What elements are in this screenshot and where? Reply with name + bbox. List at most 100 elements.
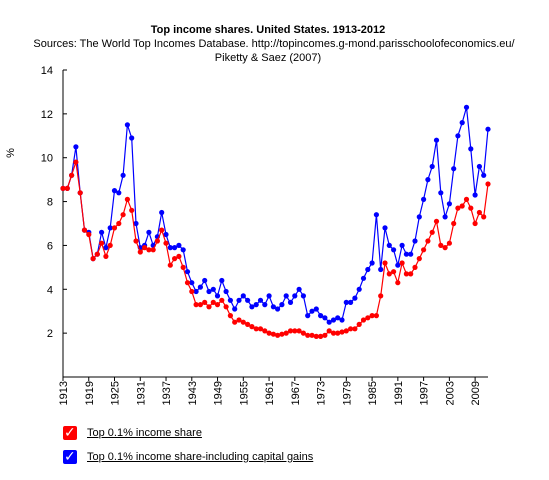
data-point (442, 214, 448, 220)
data-point (120, 212, 126, 218)
data-point (146, 247, 152, 253)
data-point (438, 242, 444, 248)
series-line-blue (63, 107, 489, 323)
data-point (240, 319, 246, 325)
data-point (300, 293, 306, 299)
data-point (124, 196, 130, 202)
data-point (429, 163, 435, 170)
data-point (343, 328, 349, 334)
data-point (270, 331, 276, 337)
data-point (382, 225, 388, 231)
data-point (416, 256, 422, 262)
data-point (322, 315, 328, 321)
data-point (408, 271, 414, 277)
x-tick-label: 1937 (161, 381, 173, 405)
data-point (214, 293, 221, 299)
legend-label[interactable]: Top 0.1% income share-including capital … (87, 451, 314, 463)
data-point (356, 286, 362, 292)
data-point (463, 196, 470, 202)
data-point (180, 264, 186, 270)
data-point (107, 242, 113, 248)
checkbox-icon[interactable]: ✓ (63, 424, 77, 440)
data-point (330, 330, 337, 336)
y-axis-ticks: 2 4 6 8 10 12 14 (41, 65, 67, 340)
x-tick-label: 1943 (187, 381, 199, 405)
data-point (73, 144, 79, 150)
data-point (287, 328, 294, 334)
data-point (197, 302, 203, 308)
data-point (202, 299, 208, 305)
data-point (283, 293, 289, 299)
data-point (202, 277, 208, 284)
data-point (395, 280, 401, 286)
data-point (103, 245, 109, 251)
data-point (133, 220, 139, 227)
data-point (378, 266, 384, 273)
data-point (146, 229, 152, 235)
legend-item-top-income-share[interactable]: ✓ Top 0.1% income share (63, 424, 313, 442)
data-point (266, 293, 272, 299)
data-point (451, 220, 457, 227)
data-point (326, 328, 332, 334)
data-point (313, 333, 319, 339)
x-tick-label: 2009 (470, 381, 482, 405)
data-point (343, 299, 349, 305)
data-point (391, 269, 397, 275)
legend-item-top-income-share-capital-gains[interactable]: ✓ Top 0.1% income share-including capita… (63, 448, 313, 466)
data-point (463, 104, 470, 110)
data-point (159, 227, 165, 233)
data-point (339, 317, 345, 323)
data-point (94, 251, 100, 257)
data-point (360, 275, 367, 281)
data-point (412, 264, 418, 270)
data-point (386, 271, 392, 277)
data-point (232, 319, 238, 325)
x-tick-label: 1919 (84, 381, 96, 405)
data-point (399, 260, 405, 266)
data-point (257, 326, 264, 332)
x-tick-label: 1979 (341, 381, 353, 405)
series-red (60, 159, 491, 339)
legend-label[interactable]: Top 0.1% income share (87, 427, 202, 439)
data-point (292, 328, 298, 334)
data-point (451, 166, 457, 172)
data-point (365, 266, 371, 273)
data-point (481, 214, 487, 220)
data-point (116, 190, 122, 196)
data-point (386, 242, 392, 248)
x-tick-label: 1961 (264, 381, 276, 405)
legend: ✓ Top 0.1% income share ✓ Top 0.1% incom… (63, 424, 313, 472)
y-tick-label: 4 (47, 284, 53, 296)
data-point (275, 306, 281, 312)
x-axis-ticks: 1913 1919 1925 1931 1937 1943 1949 1955 1961 1967… (58, 377, 482, 405)
data-point (60, 185, 66, 191)
data-point (318, 313, 324, 319)
data-point (77, 190, 83, 196)
data-point (214, 302, 221, 308)
data-point (360, 317, 367, 323)
y-tick-label: 6 (47, 240, 53, 252)
data-point (369, 260, 375, 266)
data-point (296, 328, 302, 334)
data-point (180, 247, 186, 253)
data-point (352, 326, 358, 332)
data-point (309, 308, 315, 314)
data-point (348, 299, 354, 305)
data-point (348, 326, 354, 332)
plot-axes (62, 70, 488, 378)
checkbox-icon[interactable]: ✓ (63, 448, 77, 464)
data-point (184, 269, 191, 275)
data-point (403, 271, 409, 277)
series-layer (60, 104, 491, 339)
data-point (356, 321, 362, 327)
data-point (227, 297, 233, 303)
data-point (296, 286, 302, 292)
data-point (309, 332, 315, 338)
data-point (129, 207, 135, 213)
data-point (455, 205, 461, 211)
data-point (210, 299, 216, 305)
data-point (429, 229, 435, 235)
data-point (485, 181, 491, 187)
data-point (275, 332, 281, 338)
data-point (408, 251, 414, 257)
